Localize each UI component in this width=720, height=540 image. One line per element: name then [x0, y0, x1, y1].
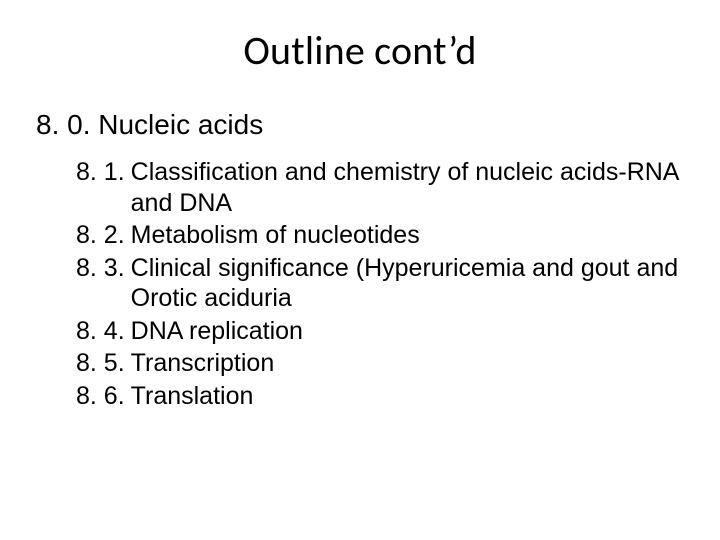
list-item: 8. 2. Metabolism of nucleotides [76, 220, 684, 251]
list-item: 8. 3. Clinical significance (Hyperuricem… [76, 253, 684, 314]
item-number: 8. 2. [76, 220, 125, 251]
list-item: 8. 4. DNA replication [76, 316, 684, 347]
item-text: Translation [131, 381, 684, 412]
list-item: 8. 1. Classification and chemistry of nu… [76, 157, 684, 218]
item-text: Clinical significance (Hyperuricemia and… [131, 253, 684, 314]
item-text: DNA replication [131, 316, 684, 347]
slide: Outline cont’d 8. 0. Nucleic acids 8. 1.… [0, 0, 720, 540]
item-number: 8. 6. [76, 381, 125, 412]
item-text: Metabolism of nucleotides [131, 220, 684, 251]
item-number: 8. 4. [76, 316, 125, 347]
item-number: 8. 5. [76, 348, 125, 379]
item-text: Classification and chemistry of nucleic … [131, 157, 684, 218]
section-heading: 8. 0. Nucleic acids [36, 109, 684, 141]
list-item: 8. 5. Transcription [76, 348, 684, 379]
outline-list: 8. 1. Classification and chemistry of nu… [76, 157, 684, 411]
item-text: Transcription [131, 348, 684, 379]
item-number: 8. 3. [76, 253, 125, 314]
slide-title: Outline cont’d [36, 26, 684, 75]
item-number: 8. 1. [76, 157, 125, 218]
list-item: 8. 6. Translation [76, 381, 684, 412]
